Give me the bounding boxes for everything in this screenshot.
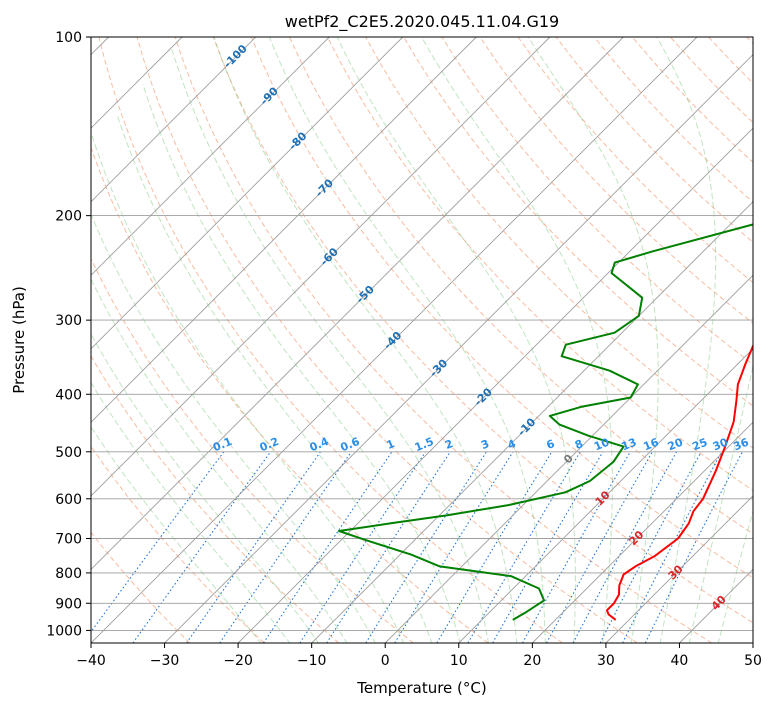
moist-adiabat-line [142, 83, 461, 643]
mixing-ratio-label: 10 [592, 436, 611, 454]
isotherm-line [91, 37, 551, 497]
x-tick-label: 0 [381, 653, 390, 669]
dry-adiabat-line [91, 146, 489, 643]
y-tick-label: 400 [55, 387, 82, 403]
y-tick-label: 300 [55, 313, 82, 329]
skewed-isotherms [91, 37, 753, 643]
moist-adiabat-line [268, 37, 546, 643]
x-tick-label: 20 [523, 653, 541, 669]
y-tick-label: 500 [55, 445, 82, 461]
mixing-ratio-label: 16 [642, 436, 661, 454]
mixing-ratio-label: 36 [732, 436, 751, 454]
moist-adiabat-line [171, 49, 489, 643]
mixing-ratio-line [132, 451, 272, 643]
moist-adiabat-line [91, 381, 291, 643]
dry-adiabat-line [98, 37, 563, 643]
temperature-profile-line [605, 343, 753, 621]
x-tick-label: −40 [76, 653, 106, 669]
isotherm-line [91, 37, 698, 643]
mixing-ratio-label: 3 [479, 437, 491, 452]
chart-title: wetPf2_C2E5.2020.045.11.04.G19 [285, 12, 559, 32]
dry-adiabat-line [91, 445, 265, 643]
dry-adiabat-line [403, 37, 753, 407]
sounding-profiles [338, 223, 753, 621]
isotherm-line [311, 201, 753, 643]
dry-adiabat-line [212, 37, 753, 624]
y-tick-label: 600 [55, 492, 82, 508]
dry-adiabat-line [136, 37, 638, 643]
x-axis-title: Temperature (°C) [356, 679, 486, 697]
isotherm-line [91, 37, 330, 276]
mixing-ratio-label: 2 [443, 437, 455, 452]
mixing-ratio-label: 8 [573, 437, 585, 452]
mixing-ratio-line [219, 451, 352, 643]
mixing-ratio-line [263, 451, 393, 643]
dry-adiabat-line [91, 355, 340, 643]
dry-adiabat-line [250, 37, 753, 579]
mixing-ratio-label: 25 [690, 436, 709, 454]
moist-adiabat-line [91, 332, 320, 643]
x-tick-label: 50 [744, 653, 762, 669]
mixing-ratio-line [436, 451, 553, 643]
x-tick-label: −30 [150, 653, 180, 669]
x-tick-label: −20 [223, 653, 253, 669]
isotherm-line [531, 421, 753, 643]
dewpoint-profile-line [338, 223, 753, 621]
mixing-ratio-line [91, 451, 225, 633]
moist-adiabat-line [213, 37, 518, 643]
isobar-gridlines [91, 37, 753, 631]
isotherm-line [752, 642, 753, 643]
moist-adiabat-line [527, 37, 659, 643]
isotherm-line [91, 37, 624, 571]
y-tick-label: 100 [55, 30, 82, 46]
isotherm-line [164, 53, 753, 643]
mixing-ratio-line [522, 451, 631, 643]
mixing-ratio-line [572, 451, 678, 643]
y-tick-label: 800 [55, 566, 82, 582]
mixing-ratio-label: 20 [666, 436, 685, 454]
moist-adiabat-line [91, 425, 262, 643]
mixing-ratio-label: 13 [619, 436, 638, 454]
y-tick-label: 200 [55, 209, 82, 225]
mixing-ratio-line [326, 451, 451, 643]
dry-adiabats [91, 37, 753, 643]
mixing-ratio-label: 30 [711, 436, 730, 454]
moist-adiabat-line [91, 277, 348, 643]
mixing-ratio-line [299, 451, 426, 643]
mixing-ratio-lines [91, 451, 743, 643]
x-tick-label: −10 [297, 653, 327, 669]
isotherm-line [237, 127, 753, 643]
y-axis-title: Pressure (hPa) [10, 286, 28, 394]
dry-adiabat-line [91, 531, 191, 643]
y-tick-label: 1000 [46, 623, 82, 639]
mixing-ratio-line [186, 451, 321, 643]
x-tick-label: 40 [671, 653, 689, 669]
dry-adiabat-line [327, 37, 753, 492]
mixing-ratio-label: 1 [385, 437, 397, 452]
mixing-ratio-line [365, 451, 487, 643]
x-tick-label: 30 [597, 653, 615, 669]
dry-adiabat-line [479, 37, 753, 324]
isotherm-line [384, 274, 753, 643]
isotherm-line [91, 37, 477, 423]
y-axis-ticks: 100 200 300 400 500 600 700 800 900 1000 [46, 30, 91, 639]
dry-adiabat-line [174, 37, 713, 643]
isotherm-line [458, 348, 753, 643]
plot-background [91, 37, 753, 643]
moist-adiabat-line [91, 212, 376, 643]
isotherm-line [91, 37, 404, 350]
moist-adiabat-line [656, 37, 717, 643]
x-axis-ticks: −40 −30 −20 −10 0 10 20 30 40 50 [76, 643, 762, 669]
plot-frame [90, 36, 754, 644]
y-tick-label: 900 [55, 596, 82, 612]
mixing-ratio-line [546, 451, 653, 643]
isotherm-line [605, 495, 753, 643]
dry-adiabat-line [517, 37, 753, 284]
isotherm-line [91, 37, 257, 203]
y-tick-label: 700 [55, 532, 82, 548]
x-tick-label: 10 [450, 653, 468, 669]
